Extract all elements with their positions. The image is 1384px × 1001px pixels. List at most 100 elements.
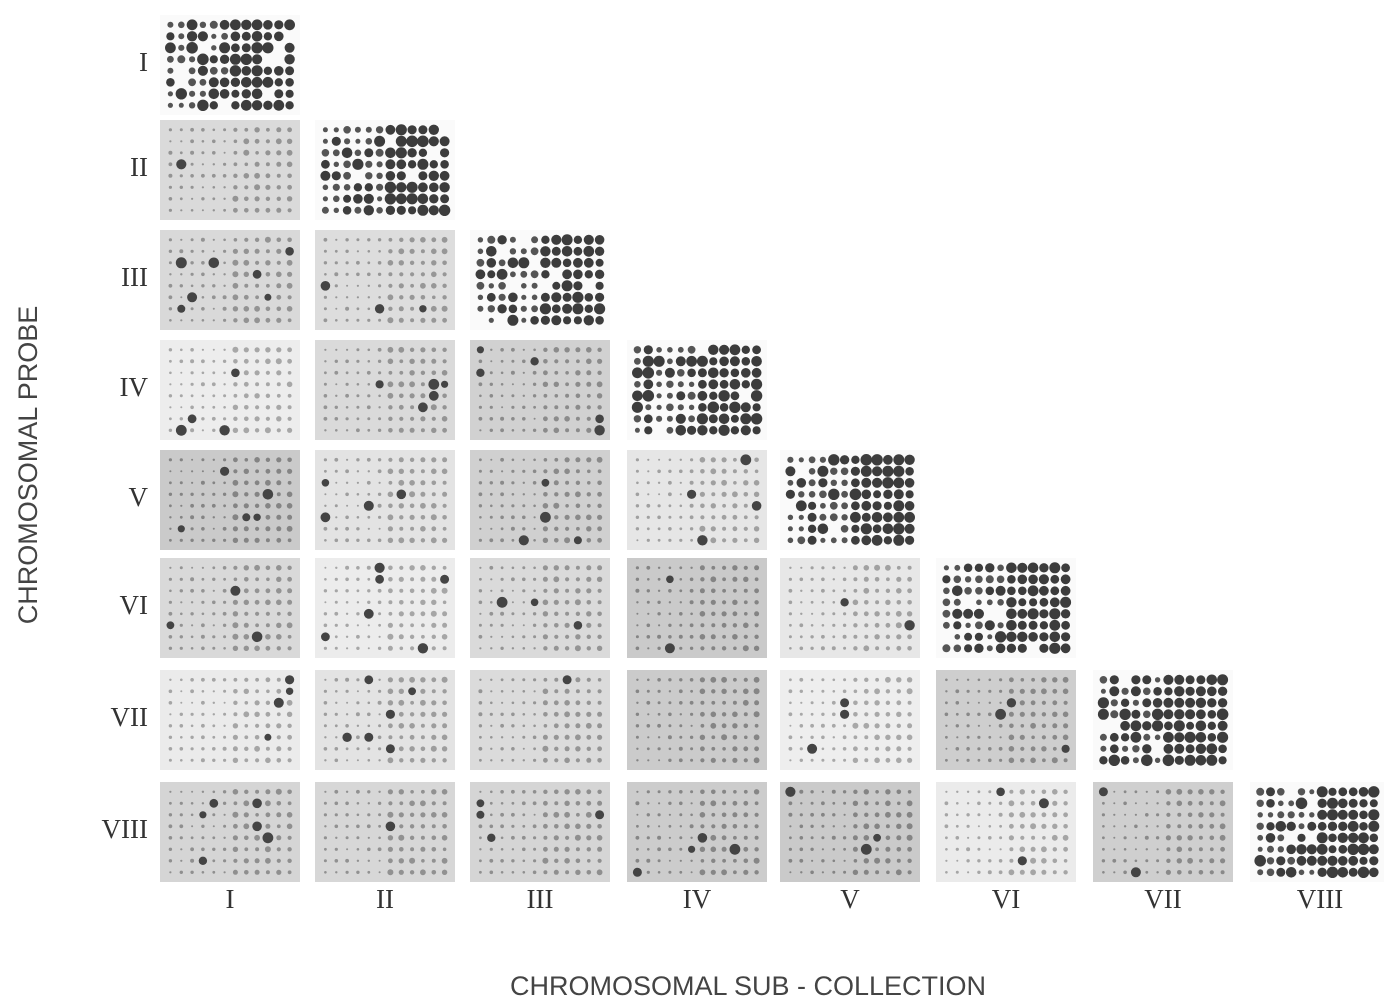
blot-dot xyxy=(554,382,559,387)
blot-dot xyxy=(420,416,425,421)
blot-dot xyxy=(288,870,292,874)
blot-dot xyxy=(999,724,1003,728)
blot-dot xyxy=(479,601,483,605)
blot-dot xyxy=(667,427,674,434)
blot-dot xyxy=(188,78,196,86)
blot-dot xyxy=(975,587,983,595)
blot-dot xyxy=(669,459,672,462)
blot-dot xyxy=(1258,812,1263,817)
blot-dot xyxy=(407,148,416,157)
blot-dot xyxy=(511,394,514,397)
blot-dot xyxy=(324,724,327,727)
blot-dot xyxy=(821,589,825,593)
blot-dot xyxy=(875,577,880,582)
blot-dot xyxy=(821,678,824,681)
blot-dot xyxy=(977,836,980,839)
blot-dot xyxy=(266,812,271,817)
x-axis-title: CHROMOSOMAL SUB - COLLECTION xyxy=(510,971,986,1001)
blot-dot xyxy=(523,624,525,626)
blot-dot xyxy=(511,859,514,862)
blot-dot xyxy=(439,205,450,216)
blot-dot xyxy=(1188,813,1193,818)
blot-dot xyxy=(554,371,558,375)
blot-dot xyxy=(431,588,437,594)
blot-dot xyxy=(1042,758,1046,762)
blot-dot xyxy=(636,539,638,541)
blot-dot xyxy=(573,281,582,290)
blot-dot xyxy=(443,566,447,570)
blot-dot xyxy=(679,871,682,874)
blot-dot xyxy=(864,689,869,694)
blot-dot xyxy=(690,539,693,542)
blot-dot xyxy=(553,812,559,818)
blot-dot xyxy=(755,724,759,728)
blot-dot xyxy=(490,848,493,851)
blot-dot xyxy=(353,194,363,204)
blot-dot xyxy=(288,394,292,398)
blot-dot xyxy=(233,538,238,543)
blot-dot xyxy=(564,789,569,794)
blot-dot xyxy=(212,140,216,144)
blot-dot xyxy=(722,623,727,628)
blot-dot xyxy=(266,417,270,421)
blot-dot xyxy=(335,239,337,241)
blot-dot xyxy=(364,675,373,684)
blot-dot xyxy=(690,481,694,485)
blot-dot xyxy=(201,758,205,762)
blot-dot xyxy=(904,620,914,630)
blot-dot xyxy=(399,735,403,739)
blot-dot xyxy=(647,516,650,519)
blot-dot xyxy=(885,746,890,751)
blot-dot xyxy=(213,273,215,275)
blot-dot xyxy=(223,307,227,311)
blot-dot xyxy=(988,759,992,763)
blot-dot xyxy=(1041,824,1046,829)
blot-dot xyxy=(180,481,183,484)
blot-dot xyxy=(190,515,194,519)
blot-dot xyxy=(274,698,284,708)
blot-dot xyxy=(209,89,220,100)
blot-dot xyxy=(1122,688,1129,695)
blot-dot xyxy=(833,601,836,604)
blot-dot xyxy=(1041,688,1047,694)
blot-dot xyxy=(287,790,292,795)
blot-dot xyxy=(324,624,328,628)
blot-dot xyxy=(886,758,891,763)
blot-dot xyxy=(564,347,569,352)
blot-dot xyxy=(987,599,993,605)
blot-dot xyxy=(388,735,392,739)
blot-dot xyxy=(978,725,980,727)
blot-dot xyxy=(953,621,961,629)
blot-dot xyxy=(511,678,514,681)
blot-dot xyxy=(223,383,225,385)
blot-dot xyxy=(512,647,514,649)
blot-dot xyxy=(543,801,548,806)
blot-dot xyxy=(356,458,359,461)
blot-dot xyxy=(357,371,360,374)
blot-dot xyxy=(668,539,671,542)
blot-dot xyxy=(287,238,292,243)
blot-dot xyxy=(987,645,993,651)
blot-dot xyxy=(811,589,814,592)
blot-dot xyxy=(399,634,404,639)
blot-dot xyxy=(565,847,570,852)
blot-dot xyxy=(1000,848,1002,850)
blot-dot xyxy=(752,345,761,354)
blot-dot xyxy=(385,148,396,159)
blot-dot xyxy=(442,835,448,841)
blot-dot xyxy=(1060,597,1071,608)
blot-dot xyxy=(1006,597,1016,607)
blot-dot xyxy=(788,813,792,817)
blot-dot xyxy=(212,174,216,178)
blot-dot xyxy=(399,824,403,828)
blot-dot xyxy=(442,405,446,409)
blot-dot xyxy=(408,687,416,695)
blot-dot xyxy=(335,406,338,409)
blot-dot xyxy=(1156,802,1158,804)
blot-dot xyxy=(255,813,259,817)
blot-dot xyxy=(636,504,639,507)
blot-dot xyxy=(896,646,901,651)
blot-panel xyxy=(160,15,300,115)
blot-dot xyxy=(223,539,226,542)
blot-dot xyxy=(1318,799,1327,808)
